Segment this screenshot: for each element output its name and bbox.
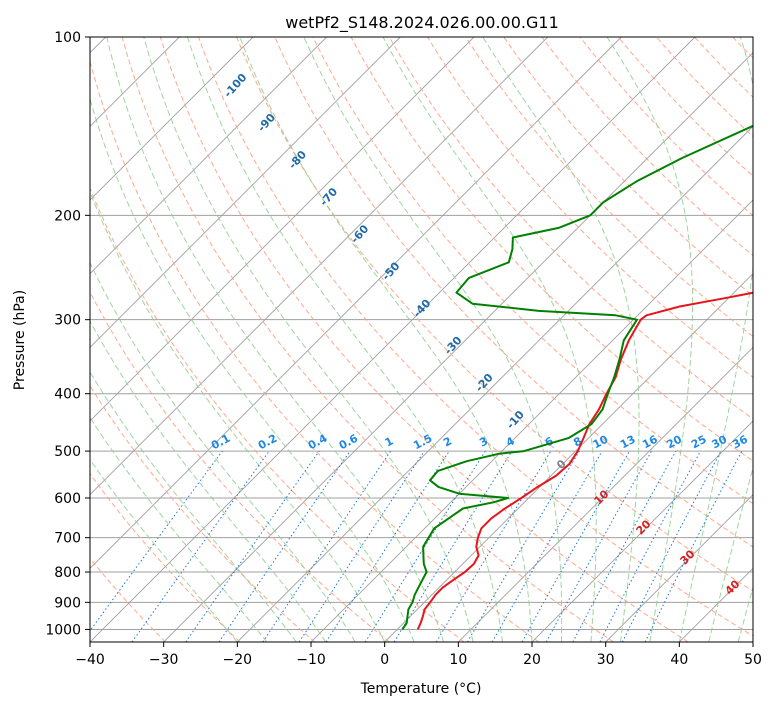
plot-frame: [89, 36, 754, 643]
isotherm-line: [384, 273, 753, 642]
temperature-profile: [416, 291, 753, 630]
dry-adiabat-line: [236, 37, 753, 592]
y-tick-label: 200: [54, 208, 81, 224]
y-tick-label: 400: [54, 387, 81, 403]
dry-adiabat-line: [159, 37, 689, 642]
moist-adiabat-line: [382, 37, 597, 642]
moist-adiabat-line: [90, 190, 386, 642]
plot-area: -100-90-80-70-60-50-40-30-20-100.1 0.2 0.4…: [90, 37, 753, 642]
y-tick-label: 800: [54, 565, 81, 581]
isotherm-line: [90, 37, 475, 422]
moist-adiabat-line: [187, 37, 503, 642]
mixing-ratio-label: 10: [591, 433, 611, 452]
isobar-grid: [90, 37, 753, 630]
mixing-ratio-line: [90, 450, 223, 632]
x-axis-label: Temperature (°C): [360, 681, 482, 697]
y-axis-label: Pressure (hPa): [12, 290, 28, 390]
x-tick-label: 20: [523, 652, 541, 668]
dry-adiabat-line: [90, 59, 540, 642]
dry-adiabat-line: [90, 472, 241, 642]
y-tick-label: 300: [54, 313, 81, 329]
dry-adiabat-line: [426, 37, 753, 378]
isotherm-line: [90, 37, 401, 348]
isotherm-line: [90, 37, 696, 642]
dry-adiabat-line: [90, 291, 390, 642]
mixing-ratio-line: [185, 450, 320, 642]
isotherm-line: [605, 494, 753, 642]
x-axis: −40 −30 −20 −10 0 10 20 30 40 50: [75, 642, 762, 668]
dry-adiabat-line: [350, 37, 753, 462]
x-tick-label: 40: [670, 652, 688, 668]
moist-adiabat-line: [303, 37, 563, 642]
y-tick-label: 100: [54, 30, 81, 46]
x-tick-label: 50: [744, 652, 762, 668]
isotherm-line: [458, 346, 753, 642]
isotherm-grid: [90, 37, 753, 642]
mixing-ratio-line: [491, 450, 603, 642]
moist-adiabat-line: [90, 261, 356, 642]
isotherm-line: [90, 37, 254, 201]
mixing-ratio-label: 30: [710, 433, 730, 452]
moist-adiabat-line: [90, 458, 238, 642]
profile-series: [401, 124, 753, 630]
moist-adiabat-line: [239, 37, 533, 642]
x-tick-label: −20: [223, 652, 253, 668]
mixing-ratio-line: [521, 450, 630, 642]
y-tick-label: 600: [54, 491, 81, 507]
dry-adiabat-line: [579, 37, 753, 217]
x-tick-label: 0: [380, 652, 389, 668]
isotherm-line: [163, 52, 753, 642]
mixing-ratio-label: 25: [689, 433, 709, 452]
y-axis: 100 200 300 400 500 600 700 800 900 1000: [45, 30, 90, 638]
mixing-ratio-line: [572, 450, 677, 642]
mixing-ratio-lines: [90, 450, 743, 642]
dry-adiabat-line: [90, 186, 465, 642]
isotherm-line: [90, 37, 622, 569]
dry-adiabat-line: [274, 37, 753, 548]
moist-adiabat-line: [90, 97, 415, 642]
isotherm-line: [90, 37, 548, 496]
mixing-ratio-line: [218, 450, 351, 642]
mixing-ratio-line: [545, 450, 653, 642]
y-tick-label: 900: [54, 595, 81, 611]
mixing-ratio-label: 20: [664, 433, 684, 452]
dry-adiabat-line: [90, 384, 316, 642]
dry-adiabat-line: [465, 37, 753, 337]
dry-adiabat-line: [312, 37, 753, 505]
chart-title: wetPf2_S148.2024.026.00.00.G11: [285, 13, 559, 33]
mixing-ratio-line: [325, 450, 450, 642]
moist-adiabat-line: [606, 37, 694, 642]
dry-adiabats: [90, 37, 753, 642]
dewpoint-profile: [401, 124, 753, 630]
moist-adiabat-line: [90, 416, 268, 642]
mixing-ratio-line: [467, 450, 580, 642]
isotherm-line: [310, 199, 753, 642]
mixing-ratio-label: 16: [640, 433, 660, 452]
moist-adiabats: [90, 37, 753, 642]
x-tick-label: −30: [149, 652, 179, 668]
isotherm-line: [237, 125, 753, 642]
mixing-ratio-line: [131, 450, 270, 642]
isotherm-line: [90, 37, 327, 275]
x-tick-label: −10: [296, 652, 326, 668]
mixing-ratio-label: 13: [618, 433, 638, 452]
mixing-ratio-line: [435, 450, 552, 642]
moist-adiabat-line: [90, 370, 297, 642]
moist-adiabat-line: [143, 37, 474, 642]
isotherm-line: [531, 420, 753, 642]
x-tick-label: −40: [75, 652, 105, 668]
moist-adiabat-line: [106, 37, 445, 642]
moist-adiabat-line: [482, 37, 640, 642]
y-tick-label: 700: [54, 531, 81, 547]
y-tick-label: 1000: [45, 622, 81, 638]
mixing-ratio-line: [364, 450, 486, 642]
mixing-ratio-label: 36: [730, 433, 750, 452]
x-tick-label: 10: [449, 652, 467, 668]
y-tick-label: 500: [54, 444, 81, 460]
mixing-ratio-line: [393, 450, 513, 642]
moist-adiabat-line: [678, 37, 753, 642]
x-tick-label: 30: [597, 652, 615, 668]
